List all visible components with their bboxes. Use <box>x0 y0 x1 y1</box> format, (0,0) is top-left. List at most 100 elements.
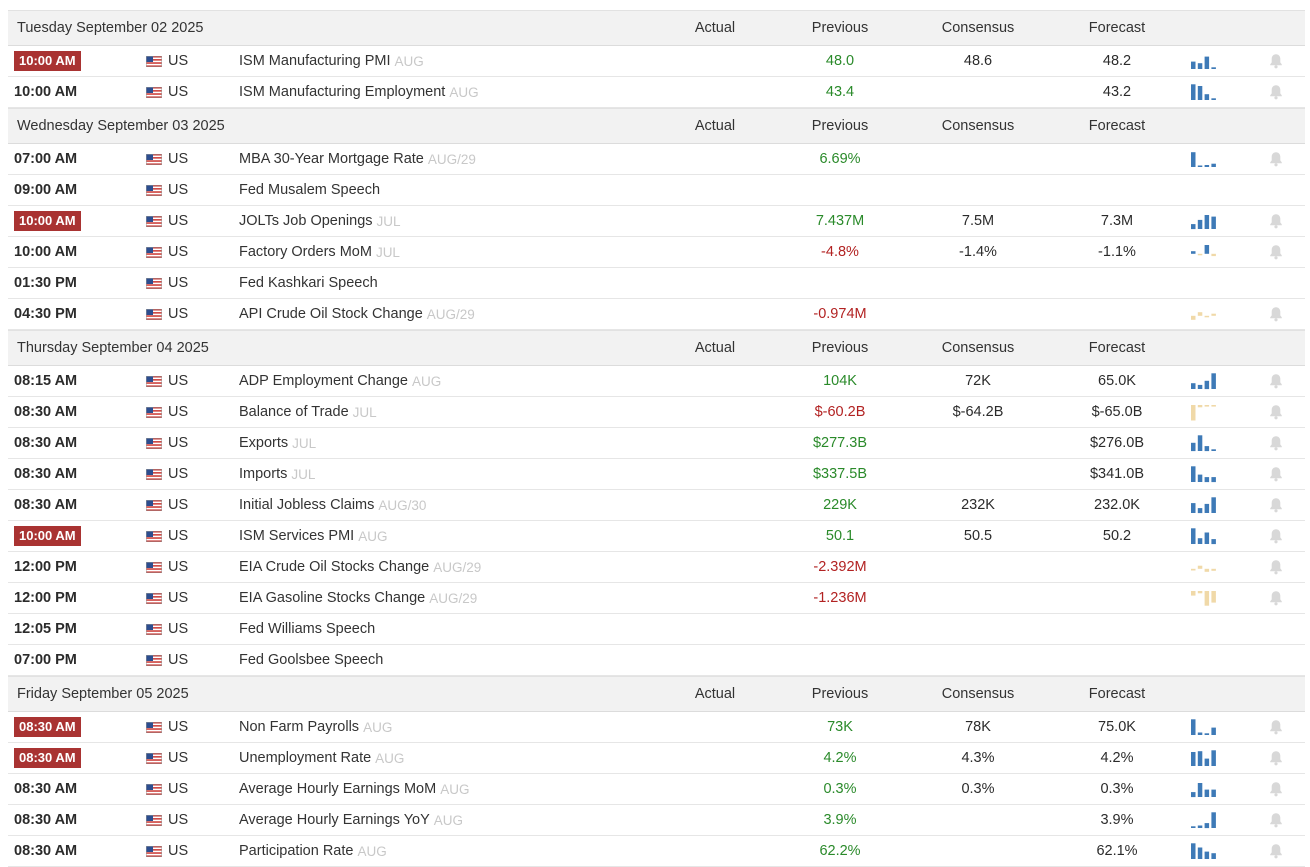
event-name-link[interactable]: Exports <box>239 435 289 451</box>
sparkline-chart[interactable] <box>1191 397 1221 427</box>
event-row[interactable]: 08:15 AM US ADP Employment Change AUG 104K 72… <box>8 366 1305 397</box>
sparkline-chart[interactable] <box>1191 743 1221 773</box>
event-row[interactable]: 08:30 AM US Average Hourly Earnings YoY AUG… <box>8 805 1305 836</box>
sparkline-chart[interactable] <box>1191 366 1221 396</box>
actual-value <box>668 206 762 236</box>
bell-icon[interactable] <box>1269 836 1283 866</box>
bell-icon[interactable] <box>1269 144 1283 174</box>
event-name-link[interactable]: Fed Goolsbee Speech <box>239 652 384 668</box>
event-name-link[interactable]: EIA Gasoline Stocks Change <box>239 590 426 606</box>
event-name-link[interactable]: Fed Williams Speech <box>239 621 376 637</box>
event-row[interactable]: 08:30 AM US Participation Rate AUG 62.2% 62.1… <box>8 836 1305 867</box>
us-flag-icon <box>146 645 162 675</box>
bell-icon[interactable] <box>1269 712 1283 742</box>
event-name-link[interactable]: ADP Employment Change <box>239 373 408 389</box>
sparkline-chart[interactable] <box>1191 46 1221 76</box>
sparkline-bar <box>1211 67 1216 69</box>
event-row[interactable]: 10:00 AM US Factory Orders MoM JUL -4.8% -1.4… <box>8 237 1305 268</box>
bell-icon[interactable] <box>1269 552 1283 582</box>
event-name-link[interactable]: Factory Orders MoM <box>239 244 372 260</box>
event-row[interactable]: 04:30 PM US API Crude Oil Stock Change AUG/… <box>8 299 1305 330</box>
sparkline-chart[interactable] <box>1191 490 1221 520</box>
sparkline-bar <box>1204 789 1210 797</box>
event-name-cell: MBA 30-Year Mortgage Rate AUG/29 <box>239 144 476 174</box>
bell-icon[interactable] <box>1269 46 1283 76</box>
event-name-link[interactable]: ISM Manufacturing PMI <box>239 53 391 69</box>
high-impact-time-badge: 08:30 AM <box>14 748 81 768</box>
actual-value <box>668 46 762 76</box>
bell-icon[interactable] <box>1269 366 1283 396</box>
bell-icon[interactable] <box>1269 521 1283 551</box>
event-name-link[interactable]: Fed Musalem Speech <box>239 182 381 198</box>
column-header-actual: Actual <box>694 340 736 356</box>
event-name-link[interactable]: Fed Kashkari Speech <box>239 275 378 291</box>
event-row[interactable]: 07:00 AM US MBA 30-Year Mortgage Rate AUG/2… <box>8 144 1305 175</box>
event-row[interactable]: 08:30 AM US Balance of Trade JUL $-60.2B $-64… <box>8 397 1305 428</box>
bell-icon[interactable] <box>1269 490 1283 520</box>
sparkline-chart[interactable] <box>1191 521 1221 551</box>
bell-icon[interactable] <box>1269 428 1283 458</box>
bell-icon[interactable] <box>1269 583 1283 613</box>
event-name-link[interactable]: Imports <box>239 466 288 482</box>
event-reference-period: AUG/29 <box>426 306 475 322</box>
sparkline-chart[interactable] <box>1191 299 1221 329</box>
event-name-link[interactable]: API Crude Oil Stock Change <box>239 306 423 322</box>
event-row[interactable]: 10:00 AM US JOLTs Job Openings JUL 7.437M 7.5… <box>8 206 1305 237</box>
event-row[interactable]: 12:00 PM US EIA Crude Oil Stocks Change AUG… <box>8 552 1305 583</box>
sparkline-bar <box>1211 163 1216 167</box>
actual-value <box>668 614 762 644</box>
event-name-link[interactable]: Non Farm Payrolls <box>239 719 360 735</box>
us-flag-icon <box>146 144 162 174</box>
event-row[interactable]: 01:30 PM US Fed Kashkari Speech <box>8 268 1305 299</box>
event-row[interactable]: 08:30 AM US Exports JUL $277.3B $276.0B <box>8 428 1305 459</box>
event-row[interactable]: 08:30 AM US Non Farm Payrolls AUG 73K 78K 75.0… <box>8 712 1305 743</box>
sparkline-chart[interactable] <box>1191 552 1221 582</box>
event-row[interactable]: 12:05 PM US Fed Williams Speech <box>8 614 1305 645</box>
bell-icon[interactable] <box>1269 206 1283 236</box>
event-name-link[interactable]: MBA 30-Year Mortgage Rate <box>239 151 424 167</box>
event-name-link[interactable]: Initial Jobless Claims <box>239 497 375 513</box>
bell-icon[interactable] <box>1269 299 1283 329</box>
event-row[interactable]: 10:00 AM US ISM Manufacturing Employment AU… <box>8 77 1305 108</box>
bell-icon[interactable] <box>1269 774 1283 804</box>
bell-icon[interactable] <box>1269 237 1283 267</box>
sparkline-chart[interactable] <box>1191 805 1221 835</box>
event-row[interactable]: 08:30 AM US Imports JUL $337.5B $341.0B <box>8 459 1305 490</box>
event-name-link[interactable]: Average Hourly Earnings YoY <box>239 812 430 828</box>
sparkline-chart[interactable] <box>1191 712 1221 742</box>
sparkline-chart[interactable] <box>1191 774 1221 804</box>
event-row[interactable]: 12:00 PM US EIA Gasoline Stocks Change AUG/… <box>8 583 1305 614</box>
sparkline-chart[interactable] <box>1191 836 1221 866</box>
event-row[interactable]: 10:00 AM US ISM Manufacturing PMI AUG 48.0 48… <box>8 46 1305 77</box>
event-reference-period: JUL <box>376 213 401 229</box>
event-name-link[interactable]: ISM Services PMI <box>239 528 355 544</box>
sparkline-chart[interactable] <box>1191 459 1221 489</box>
bell-icon[interactable] <box>1269 805 1283 835</box>
event-name-link[interactable]: ISM Manufacturing Employment <box>239 84 446 100</box>
sparkline-chart[interactable] <box>1191 237 1221 267</box>
sparkline-chart[interactable] <box>1191 77 1221 107</box>
event-name-link[interactable]: Average Hourly Earnings MoM <box>239 781 437 797</box>
event-row[interactable]: 10:00 AM US ISM Services PMI AUG 50.1 50.5 50.… <box>8 521 1305 552</box>
event-name-link[interactable]: EIA Crude Oil Stocks Change <box>239 559 430 575</box>
event-name-link[interactable]: Unemployment Rate <box>239 750 372 766</box>
event-name-link[interactable]: JOLTs Job Openings <box>239 213 373 229</box>
bell-icon[interactable] <box>1269 743 1283 773</box>
event-name-link[interactable]: Balance of Trade <box>239 404 349 420</box>
us-flag-icon <box>146 521 162 551</box>
event-row[interactable]: 08:30 AM US Initial Jobless Claims AUG/30 22… <box>8 490 1305 521</box>
bell-icon[interactable] <box>1269 397 1283 427</box>
bell-icon[interactable] <box>1269 459 1283 489</box>
sparkline-chart[interactable] <box>1191 428 1221 458</box>
event-name-link[interactable]: Participation Rate <box>239 843 354 859</box>
sparkline-chart[interactable] <box>1191 144 1221 174</box>
event-row[interactable]: 08:30 AM US Average Hourly Earnings MoM AUG… <box>8 774 1305 805</box>
event-row[interactable]: 07:00 PM US Fed Goolsbee Speech <box>8 645 1305 676</box>
bell-icon[interactable] <box>1269 77 1283 107</box>
event-row[interactable]: 09:00 AM US Fed Musalem Speech <box>8 175 1305 206</box>
sparkline-bar <box>1204 94 1210 100</box>
event-name-cell: ISM Services PMI AUG <box>239 521 387 551</box>
sparkline-chart[interactable] <box>1191 583 1221 613</box>
sparkline-chart[interactable] <box>1191 206 1221 236</box>
event-row[interactable]: 08:30 AM US Unemployment Rate AUG 4.2% 4.3% 4.… <box>8 743 1305 774</box>
